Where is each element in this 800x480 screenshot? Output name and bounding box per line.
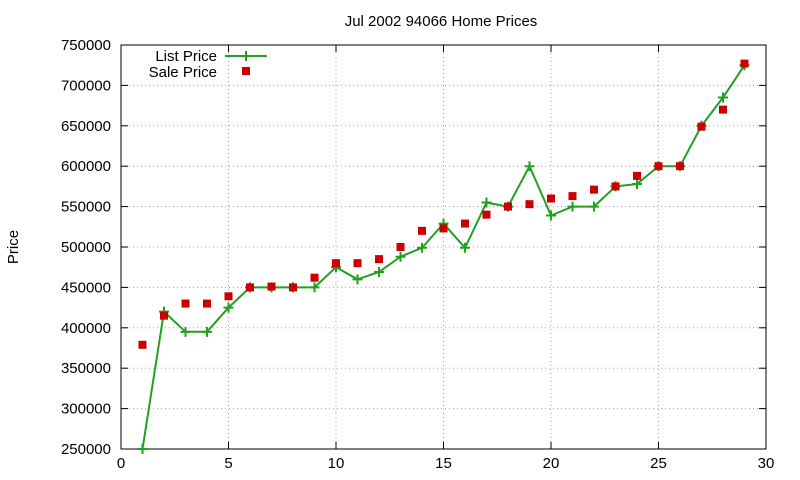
sale-price-point — [181, 299, 190, 308]
sale-price-point — [396, 243, 405, 251]
list-price-point — [524, 161, 535, 172]
grid — [121, 45, 766, 449]
x-tick-label: 25 — [650, 455, 667, 472]
sale-price-point — [418, 226, 426, 235]
list-price-point — [481, 197, 492, 208]
list-price-point — [352, 274, 363, 285]
list-price-point — [309, 282, 320, 293]
sale-price-point — [568, 192, 577, 201]
x-tick-label: 5 — [224, 455, 232, 472]
sale-price-point — [482, 210, 491, 219]
y-tick-label: 600000 — [61, 158, 111, 175]
y-axis-label: Price — [5, 230, 22, 264]
chart-title: Jul 2002 94066 Home Prices — [345, 13, 538, 30]
ticks: 0 5 10 15 20 25 30 250000 300000 350000 400000 4500… — [61, 37, 774, 472]
legend-label-list-price: List Price — [155, 48, 217, 65]
sale-price-point — [332, 259, 340, 268]
y-tick-label: 750000 — [61, 37, 111, 54]
sale-price-point — [289, 283, 297, 292]
list-price-point — [395, 251, 406, 262]
x-tick-label: 30 — [758, 455, 775, 472]
sale-price-point — [439, 224, 448, 233]
sale-price-point — [461, 219, 469, 228]
y-tick-label: 300000 — [61, 401, 111, 418]
y-tick-label: 350000 — [61, 360, 111, 377]
y-tick-label: 500000 — [61, 239, 111, 256]
sale-price-point — [353, 259, 362, 268]
x-tick-label: 0 — [117, 455, 125, 472]
sale-price-point — [160, 311, 168, 320]
list-price-point — [567, 201, 578, 212]
sale-price-point — [633, 171, 641, 180]
sale-price-point — [719, 105, 727, 114]
list-price-point — [632, 178, 642, 189]
y-tick-label: 250000 — [61, 441, 111, 458]
sale-price-point — [525, 200, 534, 209]
sale-price-point — [203, 299, 211, 308]
sale-price-point — [611, 182, 620, 191]
sale-price-point — [504, 202, 512, 211]
sale-price-point — [138, 340, 147, 349]
sale-price-point — [697, 122, 706, 131]
sale-price-point — [267, 282, 276, 291]
sale-price-point — [676, 162, 684, 171]
legend-sample-sale-price — [242, 67, 250, 75]
sale-price-point — [547, 194, 555, 203]
sale-price-point — [310, 273, 319, 282]
x-tick-label: 20 — [543, 455, 560, 472]
y-tick-label: 400000 — [61, 320, 111, 337]
sale-price-point — [740, 59, 749, 68]
y-tick-label: 450000 — [61, 279, 111, 296]
y-tick-label: 650000 — [61, 118, 111, 135]
legend-label-sale-price: Sale Price — [149, 64, 217, 81]
list-price-point — [374, 267, 384, 278]
list-price-point — [223, 302, 234, 313]
list-price-point — [460, 242, 470, 253]
list-price-point — [546, 210, 556, 221]
list-price-point — [718, 92, 728, 103]
sale-price-point — [590, 185, 598, 194]
y-tick-label: 700000 — [61, 77, 111, 94]
x-tick-label: 15 — [435, 455, 452, 472]
list-price-point — [202, 326, 212, 337]
legend-sample-list-price-marker — [241, 51, 251, 61]
list-price-point — [417, 242, 427, 253]
series-layer — [137, 59, 750, 454]
y-tick-label: 550000 — [61, 199, 111, 216]
sale-price-point — [224, 292, 233, 301]
sale-price-point — [654, 162, 663, 171]
sale-price-point — [375, 255, 383, 264]
list-price-point — [589, 201, 599, 212]
list-price-point — [137, 444, 148, 454]
list-price-point — [180, 326, 191, 337]
sale-price-point — [246, 283, 254, 292]
x-tick-label: 10 — [328, 455, 345, 472]
legend: List Price Sale Price — [149, 48, 267, 81]
